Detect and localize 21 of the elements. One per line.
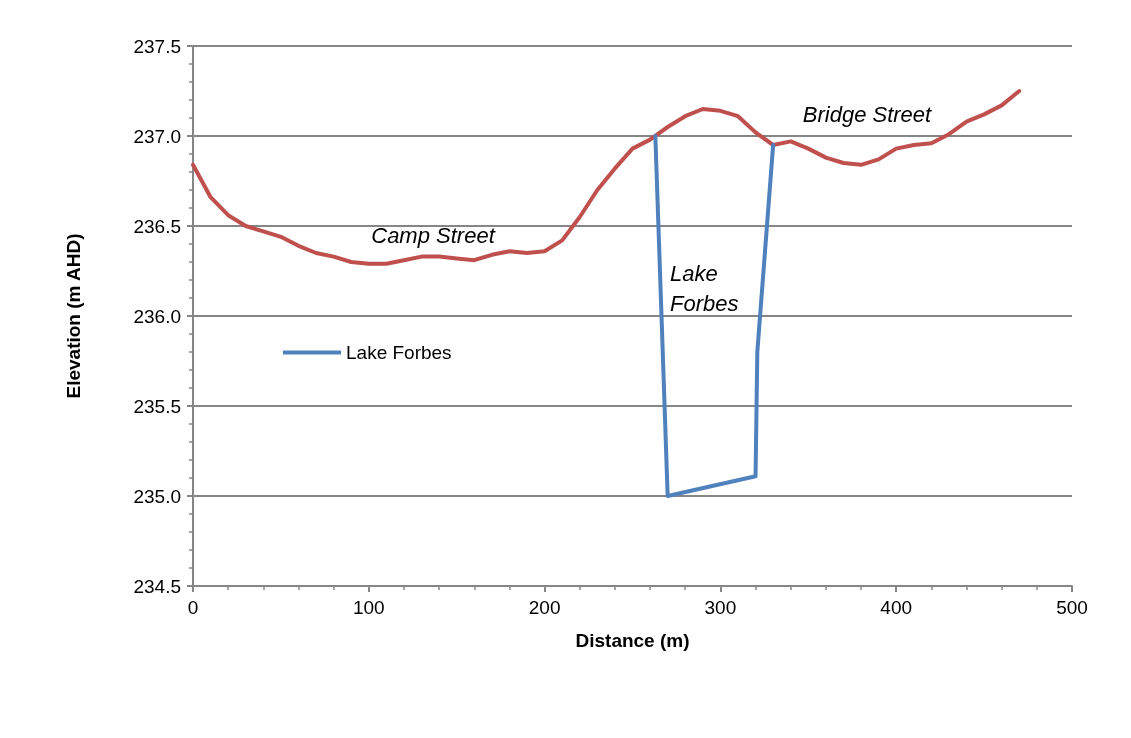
annotation: Lake Forbes (670, 260, 739, 316)
y-tick-label: 234.5 (133, 575, 181, 597)
y-tick-label: 237.5 (133, 35, 181, 57)
x-tick-label: 300 (704, 597, 737, 618)
y-tick-label: 235.0 (133, 485, 181, 507)
annotation: Camp Street (371, 222, 496, 248)
x-tick-label: 200 (528, 597, 561, 618)
line-series (653, 134, 776, 498)
y-tick-label: 235.5 (133, 395, 181, 417)
x-tick-label: 500 (1056, 597, 1088, 618)
y-axis-title: Elevation (m AHD) (63, 233, 84, 399)
x-tick-label: 400 (880, 597, 913, 618)
y-tick-label: 236.0 (133, 305, 181, 327)
y-tick-label: 236.5 (133, 215, 181, 237)
x-tick-label: 0 (187, 597, 199, 618)
x-axis-title: Distance (m) (575, 630, 690, 651)
x-tick-label: 100 (352, 597, 385, 618)
annotation: Bridge Street (802, 101, 933, 127)
legend-label: Lake Forbes (346, 342, 452, 363)
line-series (191, 89, 1022, 266)
y-tick-label: 237.0 (133, 125, 181, 147)
